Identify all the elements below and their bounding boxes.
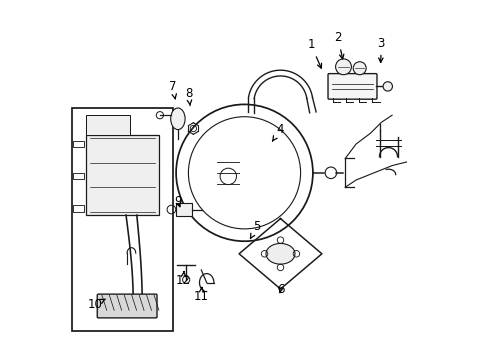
Text: 7: 7 — [168, 80, 176, 99]
Circle shape — [382, 82, 392, 91]
FancyBboxPatch shape — [97, 294, 157, 318]
Bar — [176, 203, 192, 216]
Text: 8: 8 — [184, 87, 192, 105]
Ellipse shape — [170, 108, 185, 130]
Text: 2: 2 — [334, 31, 343, 59]
Text: 3: 3 — [377, 37, 384, 62]
Bar — [86, 135, 158, 215]
Text: 9: 9 — [174, 195, 181, 208]
Circle shape — [335, 59, 351, 75]
Text: 10: 10 — [87, 298, 105, 311]
Bar — [73, 173, 84, 179]
Text: 6: 6 — [276, 283, 284, 296]
Bar — [86, 115, 129, 135]
Text: 5: 5 — [250, 220, 260, 239]
Bar — [72, 108, 172, 331]
Text: 11: 11 — [193, 287, 208, 303]
Circle shape — [352, 62, 366, 75]
Bar — [73, 141, 84, 147]
Text: 1: 1 — [307, 39, 321, 68]
FancyBboxPatch shape — [327, 73, 376, 99]
Text: 4: 4 — [272, 123, 284, 141]
Bar — [73, 205, 84, 212]
Ellipse shape — [265, 243, 294, 264]
Text: 12: 12 — [176, 271, 190, 287]
